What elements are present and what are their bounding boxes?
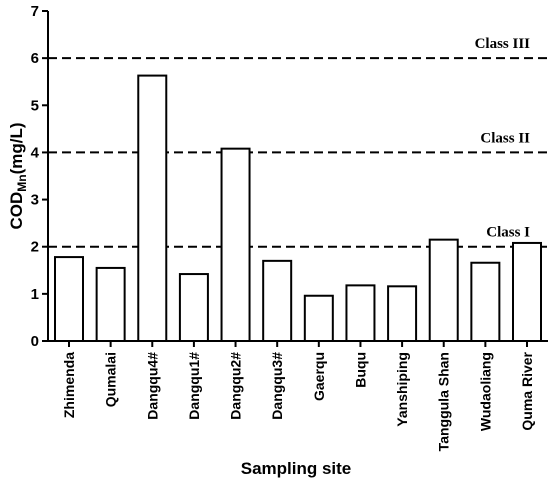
bar — [387, 285, 418, 343]
y-axis-title-main: COD — [7, 192, 26, 230]
x-axis-title: Sampling site — [241, 459, 352, 478]
bar — [137, 74, 168, 342]
x-tick-label: Qumalai — [103, 352, 119, 407]
bar — [262, 259, 293, 343]
bar — [345, 284, 376, 342]
bar — [220, 147, 251, 342]
x-tick-label: Quma River — [519, 351, 535, 430]
y-axis-ticks: 0 1 2 3 4 5 6 7 — [31, 3, 48, 350]
bar — [303, 294, 334, 342]
reference-line-label: Class III — [475, 36, 531, 52]
x-tick-label: Dangqu4# — [144, 352, 160, 420]
y-axis-title: CODMn(mg/L) — [7, 122, 29, 229]
bar — [470, 261, 501, 342]
x-tick-label: Tanggula Shan — [436, 352, 452, 451]
x-tick-label: Dangqu3# — [269, 352, 285, 420]
y-axis-title-sub: Mn — [15, 174, 29, 191]
y-tick-label: 3 — [31, 192, 39, 209]
bar — [428, 238, 459, 342]
y-tick-label: 0 — [31, 333, 39, 350]
y-tick-label: 1 — [31, 286, 39, 303]
bars — [54, 74, 542, 343]
bar — [512, 241, 542, 342]
x-tick-label: Zhimenda — [61, 352, 77, 418]
bar — [95, 266, 126, 342]
y-tick-label: 4 — [31, 144, 40, 161]
bar — [54, 256, 84, 343]
y-tick-label: 5 — [31, 97, 39, 114]
y-axis-title-rest: (mg/L) — [7, 122, 26, 174]
y-tick-label: 7 — [31, 3, 39, 20]
x-tick-label: Wudaoliang — [477, 352, 493, 431]
x-tick-label: Buqu — [352, 352, 368, 388]
x-tick-label: Dangqu2# — [228, 352, 244, 420]
reference-line-label: Class I — [486, 225, 530, 241]
y-tick-label: 2 — [31, 239, 39, 256]
x-tick-label: Gaerqu — [311, 352, 327, 401]
reference-lines: Class III Class II Class I — [48, 36, 548, 248]
x-axis-ticks: Zhimenda Qumalai Dangqu4# Dangqu1# Dangqu2# D… — [61, 341, 535, 451]
reference-line-label: Class II — [480, 130, 530, 146]
bar — [178, 273, 209, 342]
x-tick-label: Dangqu1# — [186, 352, 202, 420]
x-tick-label: Yanshiping — [394, 352, 410, 427]
y-tick-label: 6 — [31, 50, 39, 67]
